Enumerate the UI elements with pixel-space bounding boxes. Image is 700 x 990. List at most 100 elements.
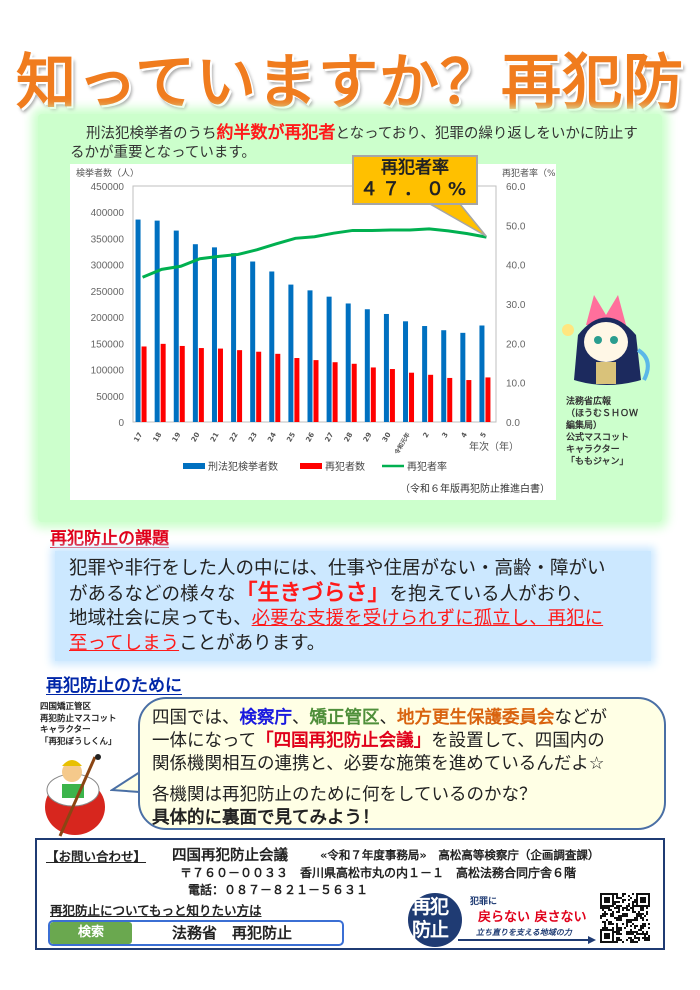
right-tick-label: 10.0 [506, 379, 526, 390]
text: 四国では、 [152, 708, 240, 728]
bar-repeat-offenders [217, 348, 223, 422]
recidivism-rate-callout: 再犯者率 ４７．０% [352, 155, 478, 205]
intro-pre: 刑法犯検挙者のうち [86, 126, 217, 142]
bar-repeat-offenders [351, 363, 357, 422]
x-tick-label: 29 [362, 431, 374, 444]
left-tick-label: 450000 [91, 182, 125, 193]
contact-phone: 電話：０８７－８２１－５６３１ [188, 883, 369, 897]
momojan-mascot-image [562, 295, 650, 385]
left-tick-label: 300000 [91, 261, 125, 272]
bar-arrested [422, 326, 428, 422]
bar-repeat-offenders [485, 377, 491, 422]
bar-repeat-offenders [256, 351, 262, 422]
x-axis-label: 年次（年） [469, 440, 519, 453]
x-tick-label: 25 [285, 431, 297, 444]
org-correction-bureau: 矯正管区 [309, 708, 380, 728]
caption-line: （ほうむＳＨＯＷ [566, 409, 639, 419]
text: があるなどの様々な [69, 583, 236, 605]
x-tick-label: 26 [304, 431, 316, 444]
contact-address: 〒７６０－００３３ 香川県高松市丸の内１－１ 高松法務合同庁舎６階 [180, 866, 577, 880]
x-tick-label: 27 [324, 431, 336, 444]
caption-line: 公式マスコット [566, 433, 630, 443]
legend-swatch [300, 463, 322, 469]
bar-arrested [479, 325, 485, 422]
bar-repeat-offenders [198, 348, 204, 422]
question-text: 各機関は再犯防止のために何をしているのかな？ [152, 785, 537, 805]
callout-label: 再犯者率 [381, 158, 449, 178]
bar-arrested [307, 290, 313, 422]
legend-label: 再犯者率 [407, 460, 447, 473]
highlight-ikizurasa: 「生きづらさ」 [235, 580, 390, 606]
x-tick-label: 2 [421, 431, 430, 439]
caption-line: 四国矯正管区 [40, 702, 92, 712]
section-heading-challenges: 再犯防止の課題 [50, 529, 169, 549]
logo-text: 戻らない [478, 910, 531, 925]
bar-repeat-offenders [466, 380, 472, 422]
text: 、 [379, 708, 398, 728]
intro-post: となっており、犯罪の繰り返しをいかに防止するかが重要となっています。 [70, 126, 638, 161]
bar-repeat-offenders [160, 343, 166, 422]
council-name: 「四国再犯防止会議」 [256, 731, 432, 751]
bar-repeat-offenders [447, 377, 453, 422]
x-tick-label: 令和元年 [392, 431, 411, 457]
caption-line: キャラクター [40, 725, 91, 735]
text: 関係機関相互の連携と、必要な施策を進めているんだよ☆ [152, 754, 605, 774]
bar-repeat-offenders [389, 369, 395, 422]
x-tick-label: 22 [228, 431, 240, 444]
right-tick-label: 30.0 [506, 300, 526, 311]
bar-repeat-offenders [313, 360, 319, 422]
legend-label: 刑法犯検挙者数 [208, 460, 278, 473]
right-axis-label: 再犯者率（%） [502, 167, 556, 179]
x-tick-label: 23 [247, 431, 259, 444]
x-tick-label: 17 [132, 431, 144, 444]
bar-arrested [231, 253, 237, 422]
intro-highlight: 約半数が再犯者 [216, 123, 336, 143]
org-prosecutors: 検察庁 [239, 708, 293, 728]
bar-arrested [135, 219, 141, 422]
logo-text: 犯罪に [470, 897, 498, 907]
chart-svg: 検挙者数（人）再犯者率（%）05000010000015000020000025… [76, 167, 565, 495]
left-tick-label: 350000 [91, 234, 125, 245]
x-tick-label: 28 [343, 431, 355, 444]
bar-repeat-offenders [275, 353, 281, 422]
left-axis-label: 検挙者数（人） [76, 167, 139, 179]
bar-repeat-offenders [141, 346, 147, 422]
bar-repeat-offenders [428, 374, 434, 422]
text: 一体になって [152, 731, 257, 751]
x-tick-label: 18 [152, 431, 164, 444]
x-tick-label: 19 [171, 431, 183, 444]
x-tick-label: 30 [381, 431, 393, 444]
text: などが [554, 708, 608, 728]
left-tick-label: 100000 [91, 366, 125, 377]
bar-arrested [345, 303, 351, 422]
text: を設置して、四国内の [431, 731, 605, 751]
text: を抱えている人がおり、 [389, 583, 592, 605]
section-heading-prevention: 再犯防止のために [46, 676, 182, 696]
right-tick-label: 60.0 [506, 182, 526, 193]
highlight-isolation: 必要な支援を受けられずに孤立し、再犯に [251, 608, 604, 629]
highlight-isolation: 至ってしまう [69, 632, 180, 654]
bar-repeat-offenders [332, 362, 338, 422]
bar-arrested [192, 244, 198, 422]
caption-line: 再犯防止マスコット [40, 713, 117, 724]
bar-arrested [383, 313, 389, 422]
bar-repeat-offenders [237, 350, 243, 422]
legend-swatch [183, 463, 205, 469]
x-tick-label: 20 [190, 431, 202, 444]
x-tick-label: 4 [460, 431, 469, 439]
search-box[interactable]: 検索 法務省 再犯防止 [48, 920, 344, 946]
left-tick-label: 250000 [91, 287, 125, 298]
left-tick-label: 50000 [96, 392, 124, 403]
logo-mark: 再犯防止 [412, 896, 449, 941]
caption-line: 「再犯ぼうしくん」 [40, 736, 117, 747]
qr-code[interactable] [600, 893, 650, 943]
recidivism-prevention-logo: 再犯防止 犯罪に 戻らない 戻さない 立ち直りを支える地域の力 [408, 892, 598, 948]
search-button[interactable]: 検索 [50, 922, 132, 944]
text: 地域社会に戻っても、 [69, 608, 252, 629]
bar-repeat-offenders [294, 358, 300, 422]
caption-line: 編集局） [566, 421, 603, 431]
caption-line: 法務省広報 [566, 397, 612, 407]
logo-text: 戻さない [534, 910, 587, 925]
bar-arrested [211, 247, 217, 422]
chart-source: （令和６年版再犯防止推進白書） [400, 482, 550, 495]
